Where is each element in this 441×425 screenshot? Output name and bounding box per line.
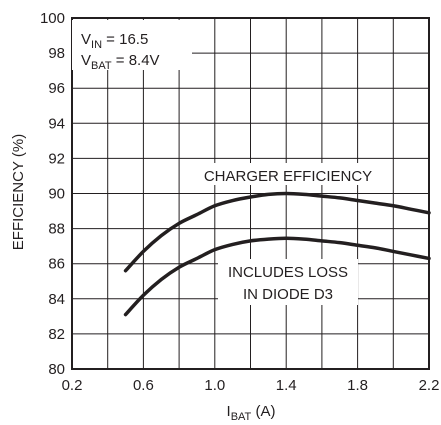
y-tick-label: 84	[48, 291, 65, 308]
y-tick-label: 96	[48, 80, 65, 97]
diode-loss-label-line1: INCLUDES LOSS	[228, 264, 348, 281]
y-tick-label: 98	[48, 45, 65, 62]
y-tick-label: 86	[48, 256, 65, 273]
condition-box	[72, 20, 192, 70]
x-tick-label: 1.8	[347, 377, 368, 394]
series-line-1	[123, 191, 431, 273]
y-tick-label: 90	[48, 186, 65, 203]
x-tick-label: 1.4	[276, 377, 297, 394]
y-tick-label: 100	[40, 10, 65, 27]
series-line-2	[123, 236, 431, 317]
y-tick-label: 80	[48, 361, 65, 378]
y-tick-label: 94	[48, 115, 65, 132]
diode-loss-label-line2: IN DIODE D3	[243, 286, 333, 303]
y-tick-label: 82	[48, 326, 65, 343]
x-tick-label: 2.2	[419, 377, 440, 394]
x-tick-label: 1.0	[204, 377, 225, 394]
y-tick-label: 88	[48, 221, 65, 238]
condition-vbat: VBAT = 8.4V	[81, 52, 160, 72]
x-axis-label: IBAT (A)	[227, 403, 276, 423]
condition-vin: VIN = 16.5	[81, 31, 148, 51]
x-tick-label: 0.6	[133, 377, 154, 394]
diode-label-bg	[218, 259, 358, 305]
y-axis-label: EFFICIENCY (%)	[10, 134, 27, 250]
charger-label-bg	[198, 163, 378, 185]
y-tick-labels: 80 82 84 86 88 90 92 94 96 98 100	[40, 10, 65, 378]
charger-efficiency-label: CHARGER EFFICIENCY	[204, 168, 372, 185]
x-tick-labels: 0.2 0.6 1.0 1.4 1.8 2.2	[62, 377, 440, 394]
series-lines	[123, 191, 431, 317]
plot-frame	[71, 17, 430, 370]
y-tick-label: 92	[48, 150, 65, 167]
x-tick-label: 0.2	[62, 377, 83, 394]
grid	[72, 18, 429, 369]
